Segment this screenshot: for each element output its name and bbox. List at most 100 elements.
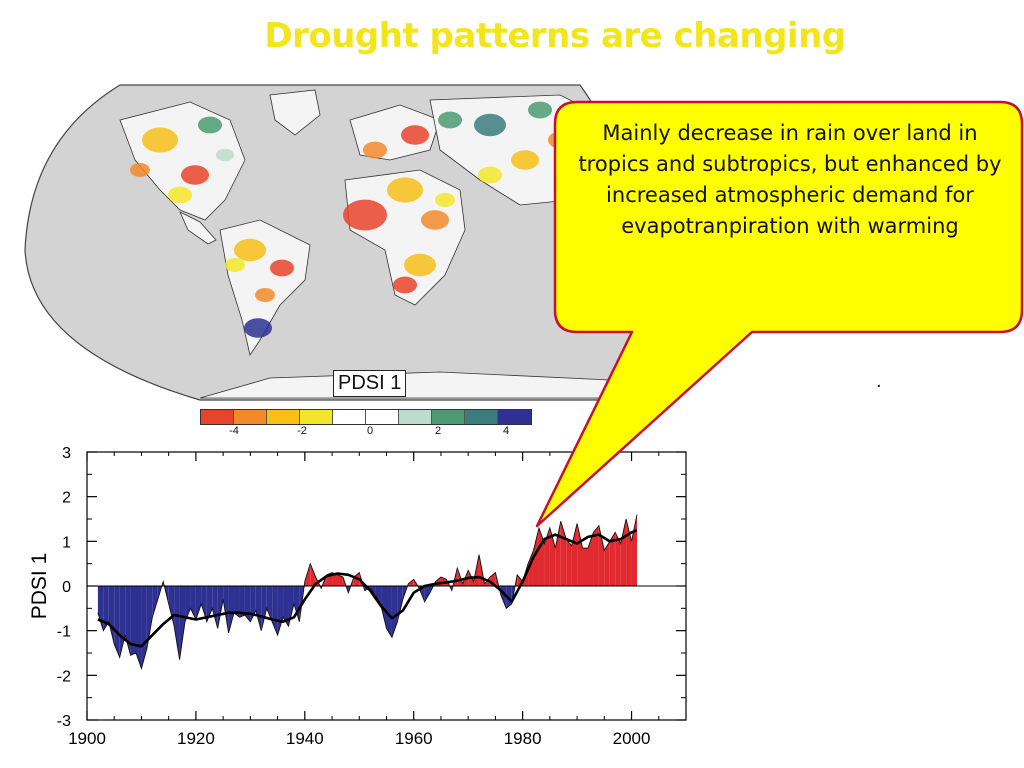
pdsi-area-segment: [604, 541, 610, 586]
pdsi-area-segment: [114, 586, 120, 658]
pdsi-area-segment: [146, 586, 153, 649]
x-tick-label: 1900: [68, 729, 106, 748]
pdsi-area-segment: [103, 586, 109, 631]
pdsi-anomaly-patch: [474, 113, 506, 137]
pdsi-area-segment: [261, 586, 267, 631]
y-tick-label: -2: [57, 668, 71, 685]
pdsi-area-segment: [620, 519, 627, 586]
pdsi-anomaly-patch: [343, 199, 387, 231]
colorbar-cell: [267, 410, 300, 424]
pdsi-area-segment: [217, 586, 224, 629]
pdsi-anomaly-patch: [511, 150, 539, 170]
pdsi-area-segment: [555, 521, 561, 586]
x-tick-label: 1960: [395, 729, 433, 748]
colorbar-tick-label: 0: [366, 425, 374, 437]
y-axis-label: PDSI 1: [28, 553, 51, 620]
pdsi-area-segment: [609, 532, 616, 586]
pdsi-area-segment: [223, 586, 229, 633]
pdsi-anomaly-patch: [438, 111, 462, 129]
pdsi-anomaly-patch: [234, 238, 266, 262]
colorbar-tick-label: 4: [502, 425, 510, 437]
x-tick-label: 1920: [177, 729, 215, 748]
y-tick-label: 3: [62, 445, 71, 462]
pdsi-area-segment: [97, 586, 104, 631]
y-tick-label: 1: [62, 534, 71, 551]
y-tick-label: -1: [57, 624, 71, 641]
pdsi-area-segment: [201, 586, 207, 622]
x-tick-label: 2000: [613, 729, 651, 748]
pdsi-area-segment: [593, 525, 599, 586]
pdsi-anomaly-patch: [548, 131, 572, 149]
pdsi-area-segment: [544, 527, 550, 586]
pdsi-area-segment: [631, 514, 637, 586]
continent-greenland: [269, 89, 321, 136]
pdsi-anomaly-patch: [255, 288, 275, 302]
pdsi-area-segment: [577, 523, 583, 586]
world-pdsi-map: [24, 84, 646, 401]
pdsi-area-segment: [533, 527, 539, 586]
pdsi-area-segment: [582, 548, 588, 586]
pdsi-anomaly-patch: [270, 259, 294, 277]
pdsi-area-segment: [310, 563, 316, 586]
pdsi-anomaly-patch: [363, 141, 387, 159]
pdsi-anomaly-patch: [244, 318, 272, 338]
colorbar-cell: [399, 410, 432, 424]
pdsi-anomaly-patch: [181, 165, 209, 185]
pdsi-area-segment: [239, 586, 245, 618]
pdsi-area-segment: [108, 586, 115, 645]
pdsi-area-segment: [549, 527, 556, 586]
pdsi-anomaly-patch: [168, 186, 192, 204]
pdsi-area-segment: [136, 586, 142, 669]
continent-central-america: [179, 211, 217, 245]
pdsi-anomaly-patch: [130, 163, 150, 177]
pdsi-area-segment: [190, 586, 196, 620]
colorbar-cell: [465, 410, 498, 424]
slide-title: Drought patterns are changing: [264, 16, 846, 56]
colorbar-cell: [498, 410, 531, 424]
pdsi-area-segment: [272, 586, 278, 636]
pdsi-area-segment: [152, 586, 158, 618]
pdsi-colorbar: [200, 409, 532, 425]
colorbar-tick-label: -4: [229, 425, 239, 437]
pdsi-anomaly-patch: [393, 276, 417, 294]
pdsi-area-segment: [615, 532, 621, 586]
pdsi-anomaly-patch: [216, 148, 234, 162]
colorbar-cell: [234, 410, 267, 424]
pdsi-area-segment: [283, 586, 289, 627]
pdsi-area-segment: [141, 586, 147, 669]
pdsi-area-segment: [598, 525, 605, 586]
pdsi-area-segment: [179, 586, 186, 660]
pdsi-area-segment: [413, 579, 418, 586]
stray-mark: .: [876, 370, 882, 392]
pdsi-area-segment: [125, 586, 131, 656]
pdsi-area-segment: [266, 586, 273, 622]
pdsi-anomaly-patch: [603, 261, 627, 279]
pdsi-area-segment: [130, 586, 137, 656]
pdsi-area-segment: [337, 574, 343, 586]
pdsi-area-segment: [174, 586, 180, 660]
pdsi-anomaly-patch: [478, 166, 502, 184]
pdsi-area-segment: [206, 586, 213, 622]
x-tick-label: 1940: [286, 729, 324, 748]
pdsi-area-segment: [288, 586, 294, 627]
x-tick-label: 1980: [504, 729, 542, 748]
pdsi-area-segment: [566, 539, 572, 586]
colorbar-cell: [366, 410, 399, 424]
pdsi-area-segment: [212, 586, 218, 629]
pdsi-area-segment: [195, 586, 202, 620]
y-tick-label: -3: [57, 713, 71, 730]
y-tick-label: 2: [62, 490, 71, 507]
pdsi-anomaly-patch: [225, 258, 245, 272]
colorbar-cell: [201, 410, 234, 424]
pdsi-area-segment: [332, 572, 338, 586]
pdsi-area-segment: [346, 586, 349, 593]
pdsi-anomaly-patch: [401, 125, 429, 145]
colorbar-cell: [300, 410, 333, 424]
map-pdsi-label: PDSI 1: [333, 370, 407, 397]
pdsi-area-segment: [234, 586, 240, 618]
colorbar-tick-label: -2: [297, 425, 307, 437]
pdsi-anomaly-patch: [528, 101, 552, 119]
pdsi-area-segment: [587, 532, 594, 586]
pdsi-anomaly-patch: [404, 253, 436, 277]
pdsi-anomaly-patch: [142, 127, 178, 153]
